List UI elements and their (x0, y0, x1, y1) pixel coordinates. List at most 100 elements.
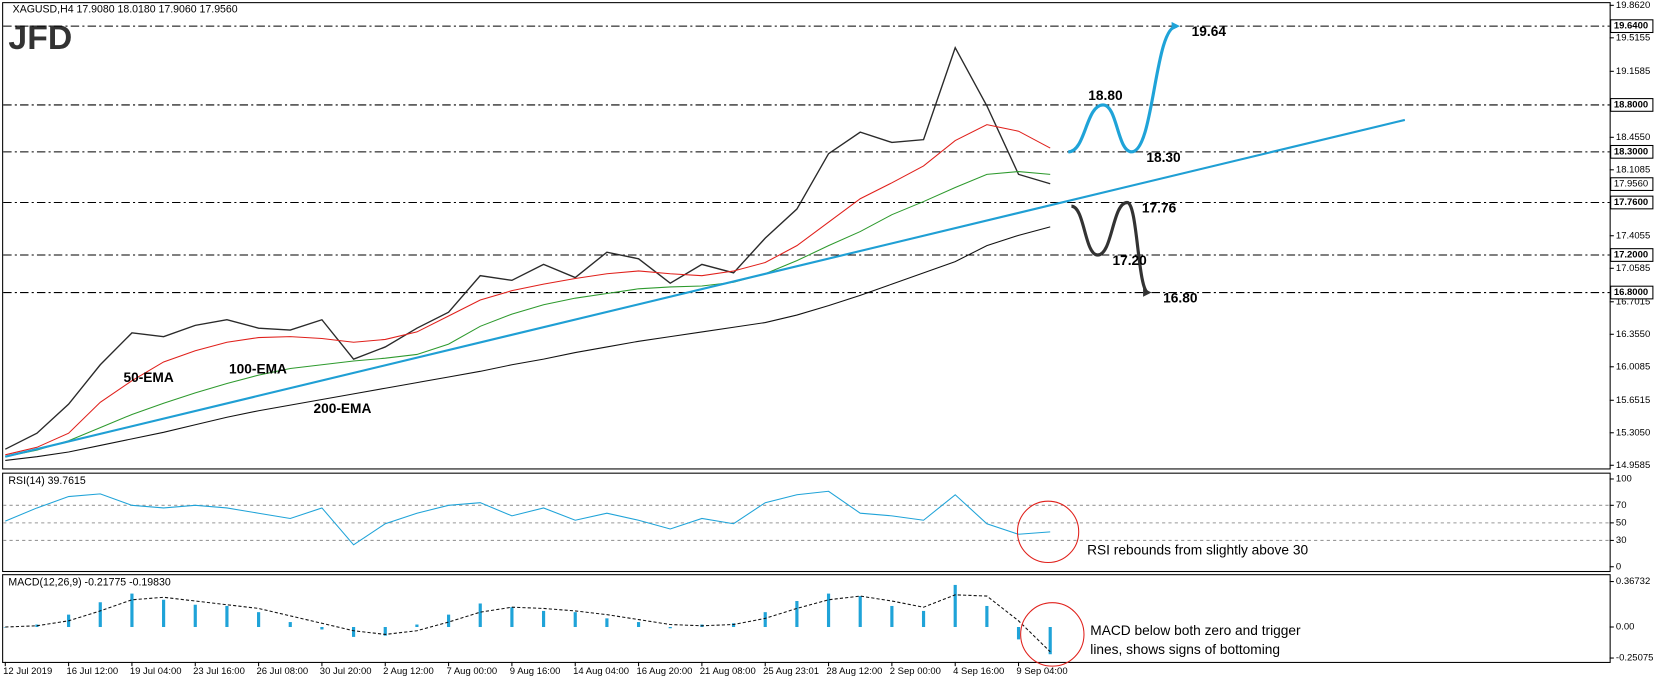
histogram-bar (1048, 627, 1052, 655)
series-line (5, 171, 1051, 458)
y-tick-label: 16.0085 (1616, 361, 1650, 372)
histogram-bar (573, 612, 577, 628)
histogram-bar (162, 599, 166, 628)
x-tick-label: 9 Aug 16:00 (510, 666, 561, 677)
last-price-label: 17.9560 (1614, 179, 1648, 190)
y-tick-label: -0.25075 (1616, 653, 1653, 664)
histogram-bar (826, 593, 831, 628)
x-tick-label: 4 Sep 16:00 (953, 666, 1004, 677)
histogram-bar (98, 602, 102, 628)
y-tick-label: 16.7015 (1616, 296, 1650, 307)
y-tick-label: 50 (1616, 517, 1627, 528)
level-label: 17.2000 (1614, 250, 1648, 261)
x-tick-label: 26 Jul 08:00 (256, 666, 308, 677)
y-tick-label: 100 (1616, 473, 1632, 484)
histogram-bar (3, 627, 7, 628)
histogram-bar (985, 605, 989, 628)
scenario-label: 17.20 (1112, 253, 1147, 268)
histogram-bar (288, 622, 292, 628)
scenario-label: 19.64 (1192, 24, 1227, 39)
series-line (5, 124, 1051, 456)
y-tick-label: 16.3550 (1616, 329, 1650, 340)
series-line (5, 226, 1051, 461)
rsi-panel (2, 472, 1611, 573)
y-tick-label: 14.9585 (1616, 460, 1650, 471)
series-label: 200-EMA (313, 401, 371, 416)
histogram-bar (415, 624, 419, 628)
macd-highlight (1020, 602, 1085, 667)
histogram-bar (446, 614, 451, 628)
trendline (5, 118, 1406, 458)
x-tick-label: 23 Jul 16:00 (193, 666, 245, 677)
y-tick-label: 70 (1616, 500, 1627, 511)
x-tick-label: 19 Jul 04:00 (130, 666, 182, 677)
level-label: 17.7600 (1614, 197, 1648, 208)
y-tick-label: 19.1585 (1616, 66, 1650, 77)
y-tick-label: 19.8620 (1616, 0, 1650, 11)
rsi-note: RSI rebounds from slightly above 30 (1087, 543, 1308, 558)
scenario-path (1070, 200, 1152, 297)
level-label: 18.3000 (1614, 146, 1648, 157)
level-label-box (1610, 144, 1654, 159)
y-tick-label: 15.6515 (1616, 395, 1650, 406)
histogram-bar (890, 605, 894, 628)
macd-title: MACD(12,26,9) -0.21775 -0.19830 (8, 576, 170, 588)
rsi-title: RSI(14) 39.7615 (8, 475, 85, 487)
y-tick-label: 18.4550 (1616, 132, 1650, 143)
histogram-bar (668, 627, 672, 629)
y-tick-label: 0 (1616, 561, 1621, 572)
y-tick-label: 0.00 (1616, 622, 1634, 633)
x-tick-label: 16 Jul 12:00 (66, 666, 118, 677)
histogram-bar (320, 627, 324, 630)
macd-note: lines, shows signs of bottoming (1090, 642, 1280, 657)
logo: JFD (8, 19, 72, 57)
x-tick-label: 14 Aug 04:00 (573, 666, 629, 677)
scenario-label: 18.30 (1146, 150, 1181, 165)
histogram-bar (193, 604, 197, 628)
histogram-bar (478, 603, 482, 628)
y-tick-label: 0.36732 (1616, 576, 1650, 587)
macd-note: MACD below both zero and trigger (1090, 623, 1301, 638)
histogram-bar (795, 601, 799, 628)
y-tick-label: 17.0585 (1616, 263, 1650, 274)
x-tick-label: 21 Aug 08:00 (700, 666, 756, 677)
x-tick-label: 12 Jul 2019 (3, 666, 52, 677)
histogram-bar (510, 607, 514, 628)
y-tick-label: 19.5155 (1616, 32, 1650, 43)
y-tick-label: 17.4055 (1616, 230, 1650, 241)
histogram-bar (257, 612, 261, 628)
x-tick-label: 2 Aug 12:00 (383, 666, 434, 677)
y-tick-label: 15.3050 (1616, 427, 1650, 438)
x-tick-label: 30 Jul 20:00 (320, 666, 372, 677)
histogram-bar (541, 610, 546, 628)
histogram-bar (636, 622, 641, 628)
series-line (5, 490, 1051, 546)
level-label-box (1610, 98, 1654, 112)
rsi-highlight (1016, 500, 1080, 564)
histogram-bar (1016, 627, 1021, 640)
series-line (4, 46, 1051, 450)
last-price-box (1610, 177, 1654, 191)
scenario-label: 18.80 (1088, 88, 1123, 103)
histogram-bar (605, 618, 609, 628)
scenario-label: 17.76 (1142, 200, 1177, 215)
x-tick-label: 7 Aug 00:00 (446, 666, 497, 677)
histogram-bar (225, 605, 229, 628)
histogram-bar (130, 593, 134, 628)
histogram-bar (352, 627, 356, 637)
histogram-bar (763, 612, 767, 628)
series-label: 100-EMA (229, 362, 287, 377)
x-tick-label: 28 Aug 12:00 (826, 666, 882, 677)
y-tick-label: 30 (1616, 535, 1627, 546)
level-label-box (1610, 19, 1654, 34)
histogram-bar (858, 596, 862, 628)
level-label: 16.8000 (1614, 287, 1648, 298)
series-label: 50-EMA (123, 370, 173, 385)
x-tick-label: 16 Aug 20:00 (636, 666, 692, 677)
macd-panel (2, 574, 1611, 663)
level-label-box (1610, 285, 1654, 300)
histogram-bar (731, 623, 736, 628)
histogram-bar (921, 610, 926, 628)
x-tick-label: 9 Sep 04:00 (1016, 666, 1067, 677)
